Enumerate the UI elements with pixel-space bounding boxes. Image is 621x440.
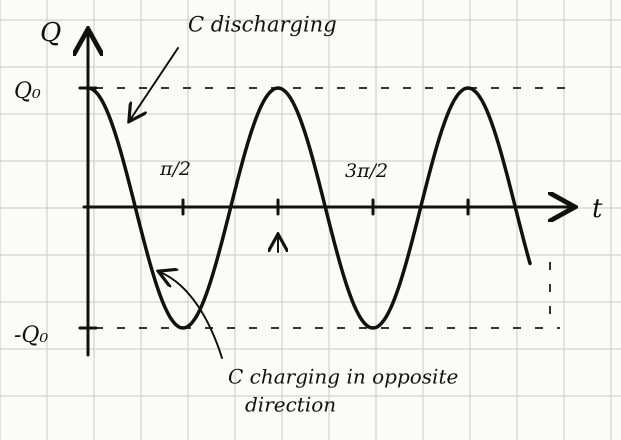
- annotation: direction: [245, 393, 336, 417]
- y-axis-label: Q: [40, 18, 61, 48]
- bottom-level-label: -Q₀: [14, 323, 48, 348]
- tick-label: 3π/2: [345, 160, 388, 182]
- discharging-arrow: [130, 48, 178, 120]
- sketch: Q t Q₀ -Q₀ π/2 3π/2 C discharging C char…: [0, 0, 621, 440]
- annotation: C discharging: [188, 13, 337, 37]
- annotation: C charging in opposite: [228, 365, 458, 389]
- top-level-label: Q₀: [14, 79, 41, 104]
- tick-label: π/2: [159, 158, 191, 180]
- x-axis-label: t: [592, 194, 603, 224]
